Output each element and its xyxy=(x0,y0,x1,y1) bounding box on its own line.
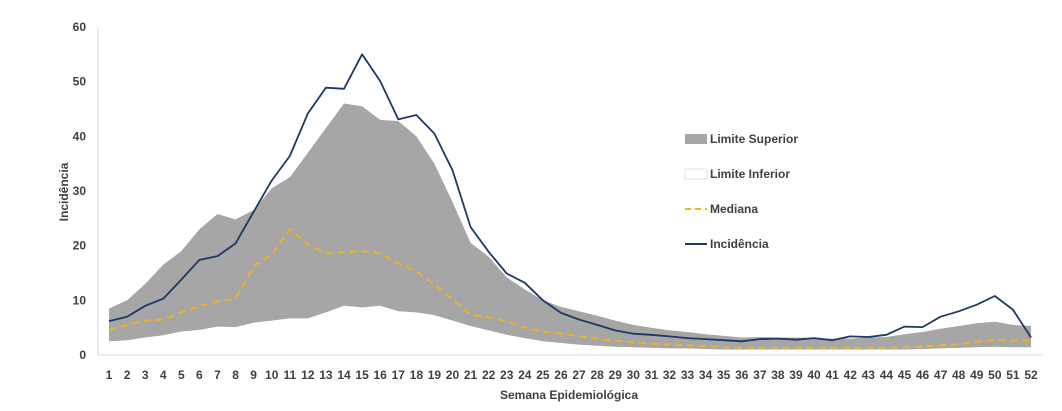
x-tick-label: 46 xyxy=(916,368,930,382)
x-tick-label: 10 xyxy=(265,368,279,382)
x-tick-label: 18 xyxy=(410,368,424,382)
x-tick-label: 39 xyxy=(789,368,803,382)
x-tick-label: 19 xyxy=(428,368,442,382)
x-tick-label: 45 xyxy=(898,368,912,382)
x-tick-label: 36 xyxy=(735,368,749,382)
x-tick-label: 43 xyxy=(862,368,876,382)
x-tick-label: 38 xyxy=(771,368,785,382)
y-tick-label: 20 xyxy=(73,239,87,253)
x-tick-label: 30 xyxy=(627,368,641,382)
area-limite-superior xyxy=(109,103,1031,355)
x-tick-label: 26 xyxy=(554,368,568,382)
legend-item: Limite Inferior xyxy=(684,167,790,181)
legend-swatch xyxy=(685,134,707,144)
x-tick-label: 4 xyxy=(160,368,167,382)
x-tick-label: 15 xyxy=(355,368,369,382)
x-tick-label: 5 xyxy=(178,368,185,382)
y-tick-label: 10 xyxy=(73,293,87,307)
x-tick-label: 47 xyxy=(934,368,948,382)
x-tick-label: 6 xyxy=(196,368,203,382)
x-tick-label: 50 xyxy=(988,368,1002,382)
x-tick-label: 11 xyxy=(283,368,296,382)
x-tick-label: 13 xyxy=(319,368,333,382)
x-tick-label: 49 xyxy=(970,368,984,382)
x-tick-label: 23 xyxy=(500,368,514,382)
x-tick-label: 51 xyxy=(1006,368,1020,382)
x-tick-label: 22 xyxy=(482,368,496,382)
legend-item: Mediana xyxy=(685,202,758,216)
x-tick-label: 32 xyxy=(663,368,677,382)
x-tick-label: 16 xyxy=(373,368,387,382)
line-incidencia xyxy=(108,53,1032,343)
x-tick-label: 21 xyxy=(464,368,478,382)
x-tick-label: 37 xyxy=(753,368,767,382)
y-tick-label: 50 xyxy=(73,75,87,89)
line-layer xyxy=(108,53,1032,349)
x-tick-label: 52 xyxy=(1024,368,1038,382)
x-tick-label: 8 xyxy=(232,368,239,382)
x-tick-label: 12 xyxy=(301,368,315,382)
x-tick-label: 25 xyxy=(536,368,550,382)
x-tick-label: 34 xyxy=(699,368,713,382)
x-tick-label: 41 xyxy=(825,368,839,382)
legend-label: Limite Inferior xyxy=(710,167,790,181)
x-tick-label: 44 xyxy=(880,368,894,382)
x-tick-label: 27 xyxy=(572,368,586,382)
area-limite-inferior xyxy=(109,305,1031,355)
x-tick-label: 40 xyxy=(807,368,821,382)
x-tick-label: 33 xyxy=(681,368,695,382)
legend: Limite Superior Limite Inferior Mediana Inc… xyxy=(684,132,798,251)
legend-item: Limite Superior xyxy=(685,132,798,146)
line-mediana xyxy=(108,228,1032,349)
y-tick-label: 40 xyxy=(73,129,87,143)
x-tick-label: 1 xyxy=(106,368,113,382)
x-tick-label: 17 xyxy=(392,368,406,382)
y-tick-label: 0 xyxy=(79,348,86,362)
legend-item: Incidência xyxy=(685,237,769,251)
x-tick-label: 42 xyxy=(844,368,858,382)
x-tick-label: 2 xyxy=(124,368,131,382)
area-layer xyxy=(109,103,1031,355)
y-tick-label: 30 xyxy=(73,184,87,198)
x-tick-label: 20 xyxy=(446,368,460,382)
y-tick-label: 60 xyxy=(73,20,87,34)
legend-label: Mediana xyxy=(710,202,758,216)
y-axis-title: Incidência xyxy=(57,162,71,221)
x-tick-label: 35 xyxy=(717,368,731,382)
legend-swatch xyxy=(684,168,708,180)
x-tick-label: 24 xyxy=(518,368,532,382)
x-tick-label: 48 xyxy=(952,368,966,382)
x-tick-label: 14 xyxy=(337,368,351,382)
x-tick-label: 28 xyxy=(590,368,604,382)
x-tick-label: 3 xyxy=(142,368,149,382)
legend-label: Limite Superior xyxy=(710,132,798,146)
x-tick-label: 7 xyxy=(214,368,221,382)
legend-label: Incidência xyxy=(710,237,769,251)
x-tick-label: 9 xyxy=(250,368,257,382)
x-tick-label: 29 xyxy=(609,368,623,382)
x-tick-label: 31 xyxy=(645,368,659,382)
x-axis-title: Semana Epidemiológica xyxy=(500,388,638,402)
